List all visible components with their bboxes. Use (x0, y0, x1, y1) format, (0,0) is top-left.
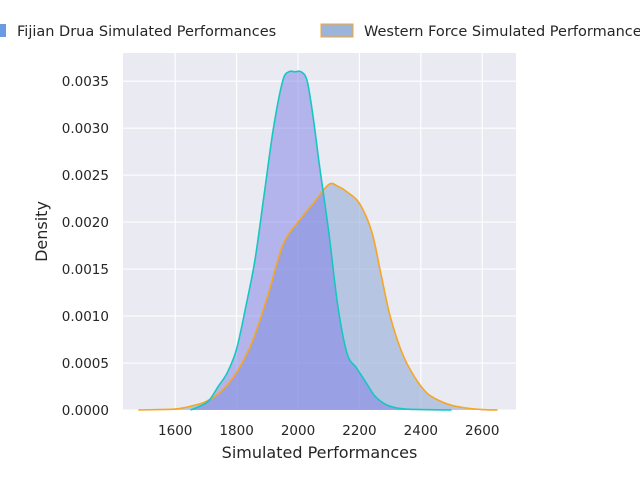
y-tick-label: 0.0020 (62, 215, 109, 231)
y-tick-label: 0.0000 (62, 403, 109, 419)
density-series (138, 70, 498, 411)
x-tick-label: 2400 (404, 423, 438, 439)
legend: Fijian Drua Simulated Performances Weste… (0, 23, 640, 40)
density-line-fijian-drua (190, 70, 452, 411)
x-tick-label: 1600 (158, 423, 192, 439)
legend-label-fijian-drua: Fijian Drua Simulated Performances (17, 24, 276, 40)
y-tick-label: 0.0030 (62, 121, 109, 137)
y-axis-title: Density (32, 201, 51, 262)
x-tick-label: 1800 (219, 423, 253, 439)
density-area-fijian-drua (190, 71, 452, 410)
x-axis-title: Simulated Performances (222, 443, 418, 462)
x-tick-label: 2200 (342, 423, 376, 439)
legend-label-western-force: Western Force Simulated Performances (364, 24, 640, 40)
y-tick-label: 0.0015 (62, 262, 109, 278)
x-tick-label: 2000 (281, 423, 315, 439)
y-tick-label: 0.0005 (62, 356, 109, 372)
y-tick-label: 0.0010 (62, 309, 109, 325)
x-tick-label: 2600 (465, 423, 499, 439)
legend-swatch-fijian-drua (0, 24, 6, 37)
legend-swatch-western-force (320, 23, 354, 38)
y-tick-label: 0.0035 (62, 74, 109, 90)
y-tick-label: 0.0025 (62, 168, 109, 184)
tick-labels: 1600 1800 2000 2200 2400 2600 0.0000 0.0005 0.00… (62, 74, 500, 439)
